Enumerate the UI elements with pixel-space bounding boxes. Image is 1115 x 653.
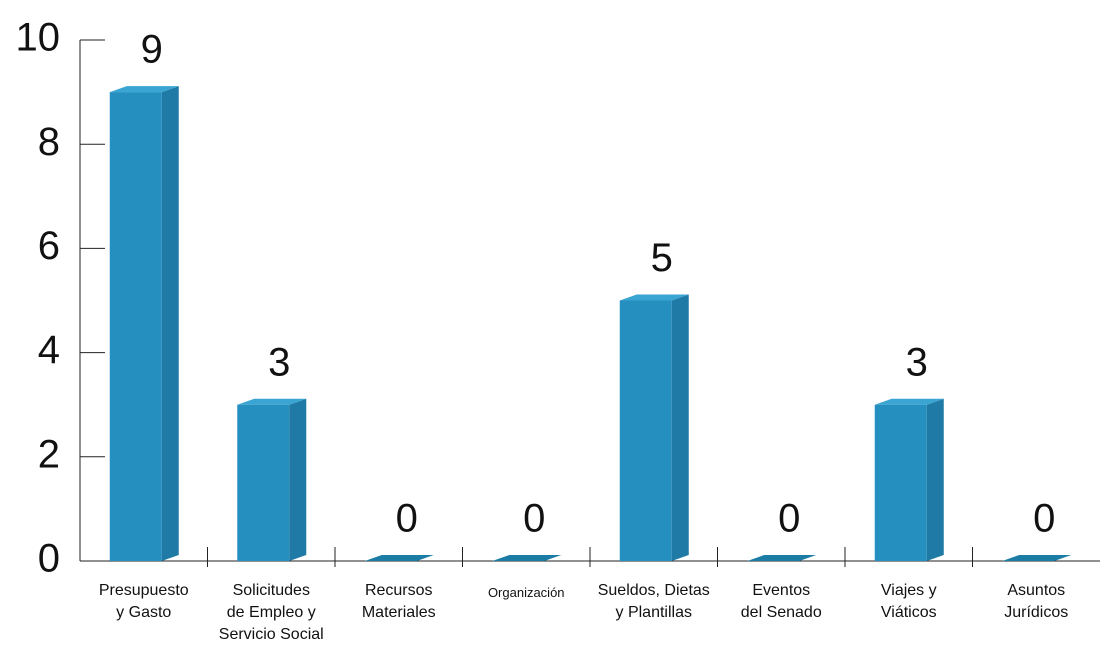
value-label: 3 [268, 340, 290, 384]
y-tick-label: 2 [38, 432, 60, 476]
x-tick-label: Presupuesto y Gasto [98, 582, 189, 621]
bar-face [1002, 555, 1072, 561]
bar-face [492, 555, 562, 561]
value-label: 0 [778, 497, 800, 541]
bar-face [747, 555, 817, 561]
value-label: 0 [1033, 497, 1055, 541]
bar-face [109, 92, 162, 561]
bar [492, 555, 562, 561]
x-tick-label: Asuntos Jurídicos [1004, 582, 1069, 621]
bar-face [109, 86, 179, 93]
y-tick-label: 8 [38, 120, 60, 164]
bar [1002, 555, 1072, 561]
bar-face [619, 300, 672, 561]
value-label: 5 [651, 236, 673, 280]
bar-face [874, 404, 927, 561]
y-tick-label: 4 [38, 328, 60, 372]
bar [619, 294, 689, 561]
bar-face [619, 294, 689, 301]
bar [109, 86, 179, 561]
bar-face [237, 404, 290, 561]
x-tick-label: Solicitudes de Empleo y Servicio Social [218, 582, 324, 643]
bar-face [161, 86, 179, 561]
value-label: 0 [523, 497, 545, 541]
bar-face [671, 294, 689, 561]
bar [237, 398, 307, 561]
value-label: 9 [141, 28, 163, 72]
x-tick-label: Sueldos, Dietas y Plantillas [597, 582, 710, 621]
bar [874, 398, 944, 561]
bar [747, 555, 817, 561]
x-tick-label: Recursos Materiales [361, 582, 436, 621]
x-tick-label: Viajes y Viáticos [880, 582, 937, 621]
bar-face [237, 398, 307, 405]
bar-face [289, 398, 307, 561]
y-tick-label: 0 [38, 537, 60, 581]
bar [364, 555, 434, 561]
x-tick-label: Organización [487, 585, 565, 600]
bar-face [364, 555, 434, 561]
bar-face [874, 398, 944, 405]
y-tick-label: 10 [16, 16, 61, 60]
x-tick-label: Eventos del Senado [740, 582, 822, 621]
value-label: 3 [906, 340, 928, 384]
value-label: 0 [396, 497, 418, 541]
bar-face [926, 398, 944, 561]
y-tick-label: 6 [38, 224, 60, 268]
